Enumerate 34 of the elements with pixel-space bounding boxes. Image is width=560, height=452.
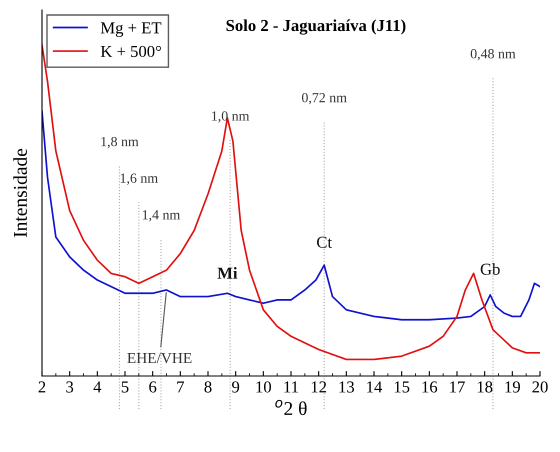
x-tick-label: 5 (122, 382, 129, 393)
x-tick-label: 12 (312, 381, 326, 392)
ref-line-label: 1,4 nm (142, 210, 180, 222)
chart-title: Solo 2 - Jaguariaíva (J11) (226, 19, 406, 35)
x-tick-label: 3 (66, 381, 74, 393)
annotation: Mi (217, 267, 238, 279)
x-tick-label: 14 (367, 381, 382, 392)
ref-line-label: 1,0 nm (212, 111, 250, 123)
x-tick-label: 11 (284, 381, 298, 392)
ref-line-label: 0,48 nm (470, 49, 516, 60)
y-axis-title: Intensidade (13, 148, 27, 238)
legend-label: Mg + ET (100, 22, 162, 37)
annotation: Ct (317, 236, 332, 248)
x-axis-title: $^{o}$2 θ (275, 400, 307, 416)
x-tick-label: 10 (256, 381, 272, 393)
x-tick-label: 6 (149, 381, 156, 393)
ref-line-label: 1,8 nm (101, 136, 139, 148)
ref-line-label: 1,6 nm (120, 174, 158, 185)
legend-label: K + 500° (100, 46, 161, 58)
x-tick-label: 13 (339, 381, 354, 393)
x-tick-label: 8 (204, 381, 212, 393)
x-tick-label: 15 (394, 381, 410, 393)
x-tick-label: 9 (232, 381, 240, 393)
ref-line-label: 0,72 nm (302, 92, 347, 104)
x-tick-label: 2 (38, 381, 46, 392)
x-tick-label: 18 (478, 381, 492, 393)
annotation: Gb (480, 263, 500, 275)
x-tick-label: 17 (450, 381, 465, 392)
x-tick-label: 7 (177, 382, 184, 392)
x-tick-label: 20 (532, 381, 548, 393)
x-tick-label: 16 (422, 381, 438, 393)
x-tick-label: 19 (505, 381, 520, 393)
annotation: EHE/VHE (127, 352, 192, 364)
x-tick-label: 4 (93, 381, 102, 392)
